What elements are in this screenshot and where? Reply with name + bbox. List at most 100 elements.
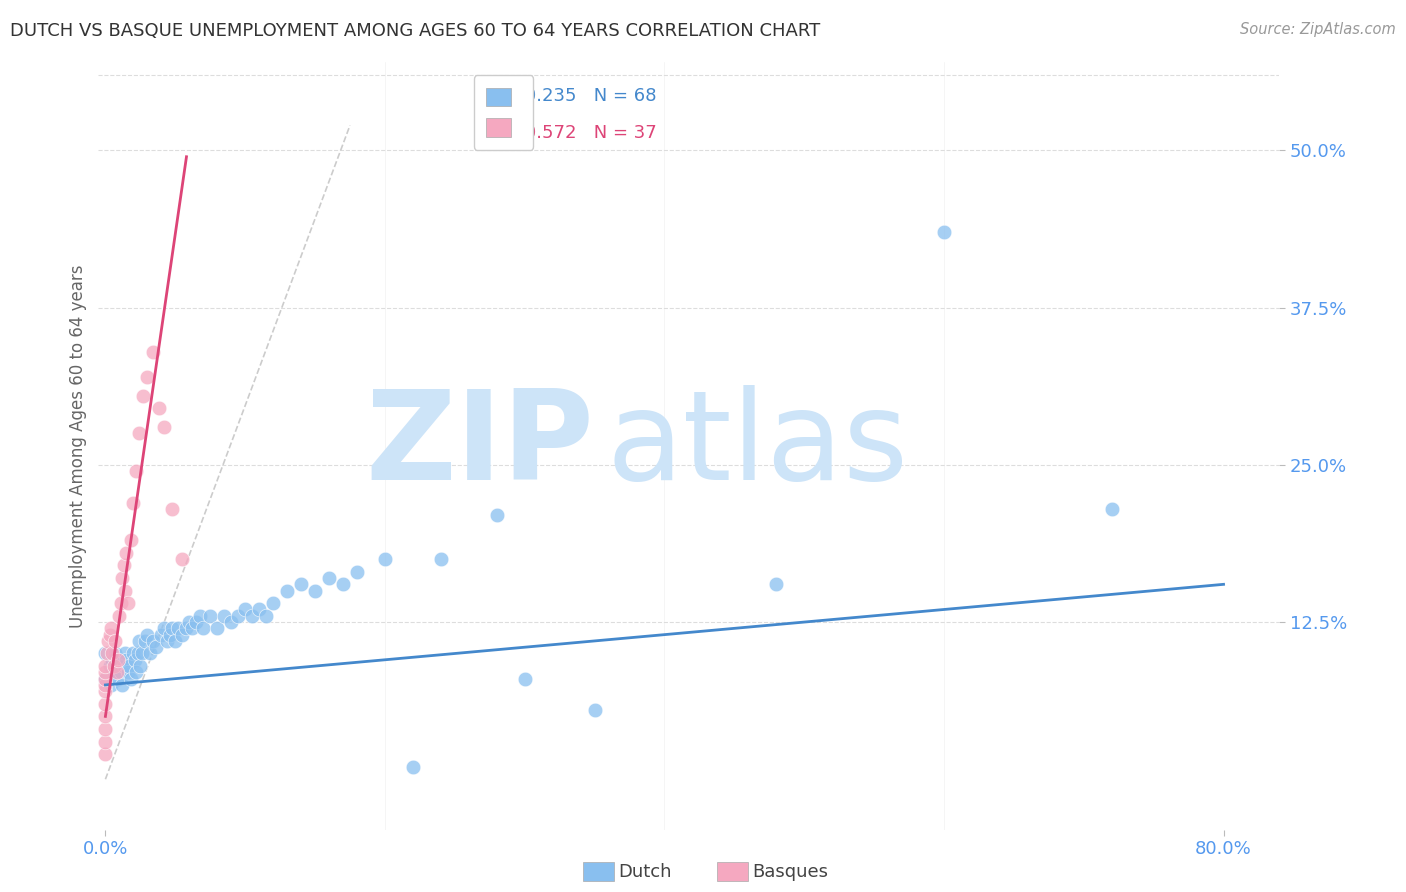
- Point: [94, 722, 117, 736]
- Point: [108, 608, 131, 623]
- Point: [290, 577, 312, 591]
- Point: [94, 659, 117, 673]
- Text: Source: ZipAtlas.com: Source: ZipAtlas.com: [1240, 22, 1396, 37]
- Point: [318, 571, 340, 585]
- Legend: , : ,: [474, 75, 533, 150]
- Point: [172, 627, 194, 641]
- Point: [105, 659, 128, 673]
- Point: [96, 647, 118, 661]
- Point: [94, 697, 117, 711]
- Point: [115, 546, 138, 560]
- Point: [142, 344, 165, 359]
- Point: [374, 552, 396, 566]
- Point: [136, 627, 159, 641]
- Point: [107, 672, 129, 686]
- Point: [104, 647, 127, 661]
- Point: [101, 653, 124, 667]
- Point: [101, 647, 124, 661]
- Point: [153, 420, 176, 434]
- Point: [117, 665, 139, 680]
- Point: [932, 225, 955, 239]
- Point: [108, 653, 131, 667]
- Text: Basques: Basques: [752, 863, 828, 881]
- Point: [120, 533, 142, 548]
- Text: atlas: atlas: [606, 385, 908, 507]
- Point: [112, 659, 135, 673]
- Point: [212, 608, 235, 623]
- Point: [162, 621, 184, 635]
- Point: [145, 640, 167, 655]
- Point: [276, 583, 298, 598]
- Point: [159, 627, 181, 641]
- Point: [156, 634, 179, 648]
- Text: DUTCH VS BASQUE UNEMPLOYMENT AMONG AGES 60 TO 64 YEARS CORRELATION CHART: DUTCH VS BASQUE UNEMPLOYMENT AMONG AGES …: [10, 22, 820, 40]
- Point: [94, 709, 117, 723]
- Point: [111, 571, 134, 585]
- Point: [100, 678, 122, 692]
- Point: [98, 627, 121, 641]
- Point: [134, 634, 156, 648]
- Text: R = 0.572   N = 37: R = 0.572 N = 37: [486, 124, 657, 142]
- Point: [205, 621, 228, 635]
- Point: [120, 672, 142, 686]
- Point: [254, 608, 277, 623]
- Point: [105, 665, 128, 680]
- Point: [176, 621, 198, 635]
- Point: [112, 558, 135, 573]
- Point: [118, 659, 141, 673]
- Point: [332, 577, 354, 591]
- Point: [247, 602, 270, 616]
- Point: [162, 501, 184, 516]
- Point: [765, 577, 787, 591]
- Point: [94, 734, 117, 748]
- Point: [94, 672, 117, 686]
- Point: [165, 634, 187, 648]
- Point: [193, 621, 215, 635]
- Text: ZIP: ZIP: [366, 385, 595, 507]
- Point: [114, 647, 136, 661]
- Point: [97, 634, 120, 648]
- Point: [513, 672, 536, 686]
- Point: [94, 665, 117, 680]
- Point: [179, 615, 201, 629]
- Point: [430, 552, 453, 566]
- Point: [219, 615, 242, 629]
- Point: [94, 747, 117, 761]
- Point: [127, 647, 149, 661]
- Point: [190, 608, 212, 623]
- Point: [110, 596, 132, 610]
- Point: [142, 634, 165, 648]
- Point: [139, 647, 162, 661]
- Text: Dutch: Dutch: [619, 863, 672, 881]
- Point: [98, 659, 121, 673]
- Point: [1101, 501, 1123, 516]
- Point: [304, 583, 326, 598]
- Point: [110, 665, 132, 680]
- Point: [233, 602, 256, 616]
- Y-axis label: Unemployment Among Ages 60 to 64 years: Unemployment Among Ages 60 to 64 years: [69, 264, 87, 628]
- Point: [128, 634, 150, 648]
- Point: [125, 464, 148, 478]
- Point: [132, 389, 155, 403]
- Point: [128, 426, 150, 441]
- Point: [172, 552, 194, 566]
- Point: [136, 369, 159, 384]
- Point: [181, 621, 204, 635]
- Point: [103, 665, 125, 680]
- Point: [94, 672, 117, 686]
- Point: [583, 703, 606, 717]
- Point: [186, 615, 208, 629]
- Point: [114, 583, 136, 598]
- Point: [94, 684, 117, 698]
- Point: [115, 653, 138, 667]
- Point: [200, 608, 222, 623]
- Point: [402, 760, 425, 774]
- Point: [148, 401, 170, 416]
- Point: [131, 647, 153, 661]
- Point: [485, 508, 508, 523]
- Point: [117, 596, 139, 610]
- Point: [94, 647, 117, 661]
- Point: [111, 678, 134, 692]
- Point: [100, 621, 122, 635]
- Point: [167, 621, 190, 635]
